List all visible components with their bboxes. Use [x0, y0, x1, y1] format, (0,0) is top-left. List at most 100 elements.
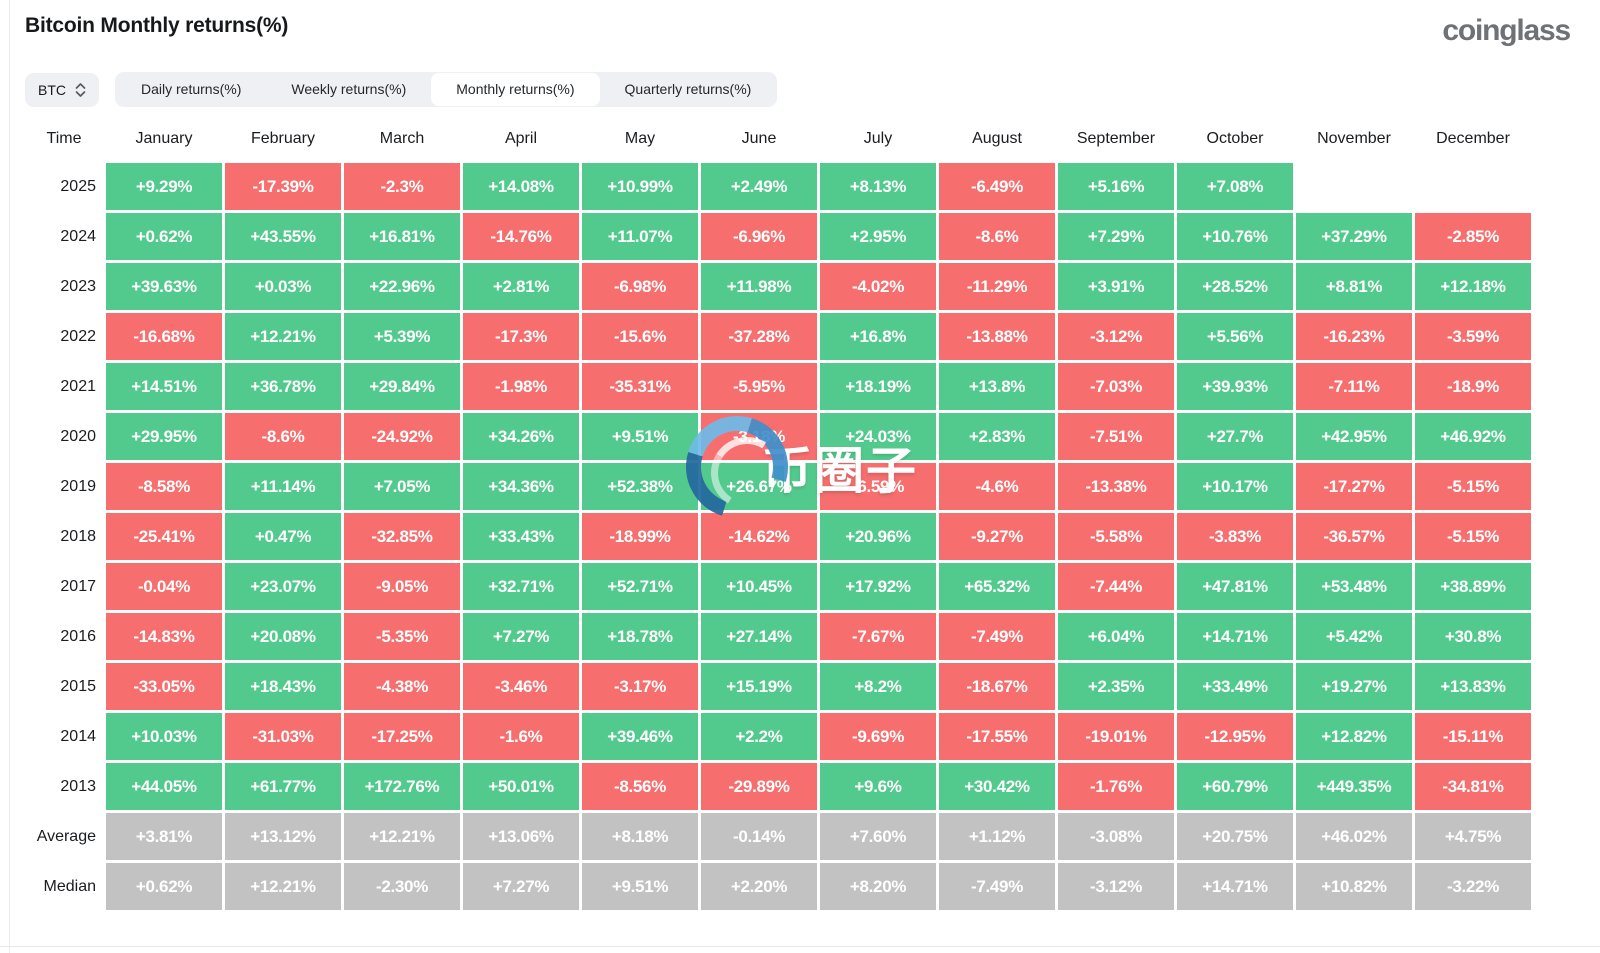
table-row-median: Median +0.62% +12.21% -2.30% +7.27% +9.51% +2.…: [25, 863, 1531, 910]
return-cell: +18.43%: [225, 663, 341, 710]
month-column-header: March: [379, 130, 425, 147]
tab-weekly[interactable]: Weekly returns(%): [291, 81, 407, 97]
return-cell: +7.08%: [1177, 163, 1293, 210]
return-cell: +2.35%: [1058, 663, 1174, 710]
month-column-header: May: [624, 130, 656, 147]
table-row-2020: 2020 +29.95% -8.6% -24.92% +34.26% +9.51% -3.1…: [25, 413, 1531, 460]
return-cell: -24.92%: [344, 413, 460, 460]
return-cell: +13.06%: [463, 813, 579, 860]
return-cell: +36.78%: [225, 363, 341, 410]
return-cell: +10.03%: [106, 713, 222, 760]
return-cell: -17.27%: [1296, 463, 1412, 510]
return-cell: [1415, 163, 1531, 210]
month-column-header: July: [863, 130, 893, 147]
return-cell: +0.62%: [106, 213, 222, 260]
return-cell: +9.29%: [106, 163, 222, 210]
return-cell: +22.96%: [344, 263, 460, 310]
return-cell: +29.95%: [106, 413, 222, 460]
return-cell: +10.82%: [1296, 863, 1412, 910]
page-left-border: [9, 0, 10, 953]
return-cell: -7.49%: [939, 863, 1055, 910]
header: Bitcoin Monthly returns(%) coinglass: [0, 0, 1600, 46]
return-cell: +9.51%: [582, 863, 698, 910]
return-cell: -3.18%: [701, 413, 817, 460]
monthly-returns-table: Time January February March April May June July…: [22, 115, 1534, 913]
table-row-2017: 2017 -0.04% +23.07% -9.05% +32.71% +52.71% +10…: [25, 563, 1531, 610]
row-label: 2013: [60, 777, 96, 795]
tab-daily[interactable]: Daily returns(%): [141, 81, 242, 97]
month-column-header: February: [250, 130, 316, 147]
table-row-2023: 2023 +39.63% +0.03% +22.96% +2.81% -6.98% +11.…: [25, 263, 1531, 310]
return-cell: -3.46%: [463, 663, 579, 710]
return-cell: -33.05%: [106, 663, 222, 710]
return-cell: -14.83%: [106, 613, 222, 660]
table-row-2019: 2019 -8.58% +11.14% +7.05% +34.36% +52.38% +26…: [25, 463, 1531, 510]
month-column-header: April: [504, 130, 537, 147]
return-cell: -8.58%: [106, 463, 222, 510]
coin-selector[interactable]: BTC: [25, 72, 99, 107]
return-cell: -5.35%: [344, 613, 460, 660]
return-cell: +18.19%: [820, 363, 936, 410]
return-cell: -4.38%: [344, 663, 460, 710]
return-cell: -5.58%: [1058, 513, 1174, 560]
tab-monthly[interactable]: Monthly returns(%): [431, 73, 600, 106]
return-cell: -6.49%: [939, 163, 1055, 210]
return-cell: -29.89%: [701, 763, 817, 810]
return-cell: -8.56%: [582, 763, 698, 810]
tab-quarterly[interactable]: Quarterly returns(%): [624, 81, 752, 97]
return-cell: +9.6%: [820, 763, 936, 810]
return-cell: -37.28%: [701, 313, 817, 360]
return-cell: +4.75%: [1415, 813, 1531, 860]
return-cell: +8.18%: [582, 813, 698, 860]
page-bottom-border: [0, 946, 1600, 947]
return-cell: +42.95%: [1296, 413, 1412, 460]
return-cell: +13.12%: [225, 813, 341, 860]
return-cell: +39.93%: [1177, 363, 1293, 410]
return-cell: -6.98%: [582, 263, 698, 310]
month-column-header: December: [1436, 130, 1510, 147]
return-cell: -3.59%: [1415, 313, 1531, 360]
table-row-2018: 2018 -25.41% +0.47% -32.85% +33.43% -18.99% -1…: [25, 513, 1531, 560]
return-cell: +16.81%: [344, 213, 460, 260]
return-cell: -7.03%: [1058, 363, 1174, 410]
return-cell: +12.18%: [1415, 263, 1531, 310]
return-cell: -1.6%: [463, 713, 579, 760]
return-cell: -34.81%: [1415, 763, 1531, 810]
table-header-row: Time January February March April May June July…: [25, 118, 1531, 160]
return-cell: -13.88%: [939, 313, 1055, 360]
return-cell: -36.57%: [1296, 513, 1412, 560]
return-cell: -18.9%: [1415, 363, 1531, 410]
row-label: 2025: [60, 177, 96, 195]
return-cell: +7.29%: [1058, 213, 1174, 260]
return-cell: -3.17%: [582, 663, 698, 710]
return-cell: -3.12%: [1058, 863, 1174, 910]
return-cell: +27.14%: [701, 613, 817, 660]
return-cell: -14.76%: [463, 213, 579, 260]
return-cell: [1296, 163, 1412, 210]
return-cell: +46.92%: [1415, 413, 1531, 460]
return-cell: -7.67%: [820, 613, 936, 660]
return-cell: -17.55%: [939, 713, 1055, 760]
row-label: 2019: [60, 477, 96, 495]
return-cell: +30.8%: [1415, 613, 1531, 660]
return-cell: +8.20%: [820, 863, 936, 910]
return-cell: -0.04%: [106, 563, 222, 610]
return-cell: -9.69%: [820, 713, 936, 760]
return-cell: -32.85%: [344, 513, 460, 560]
return-cell: -14.62%: [701, 513, 817, 560]
return-cell: +449.35%: [1296, 763, 1412, 810]
return-cell: +10.45%: [701, 563, 817, 610]
return-cell: +7.60%: [820, 813, 936, 860]
return-cell: +8.2%: [820, 663, 936, 710]
return-cell: +46.02%: [1296, 813, 1412, 860]
return-cell: +12.21%: [225, 863, 341, 910]
return-cell: +3.81%: [106, 813, 222, 860]
table-row-2013: 2013 +44.05% +61.77% +172.76% +50.01% -8.56% -…: [25, 763, 1531, 810]
return-cell: +13.8%: [939, 363, 1055, 410]
return-cell: +15.19%: [701, 663, 817, 710]
return-cell: -7.49%: [939, 613, 1055, 660]
return-cell: +33.49%: [1177, 663, 1293, 710]
table-row-2025: 2025 +9.29% -17.39% -2.3% +14.08% +10.99% +2.4…: [25, 163, 1531, 210]
month-column-header: August: [972, 130, 1022, 147]
return-cell: +44.05%: [106, 763, 222, 810]
